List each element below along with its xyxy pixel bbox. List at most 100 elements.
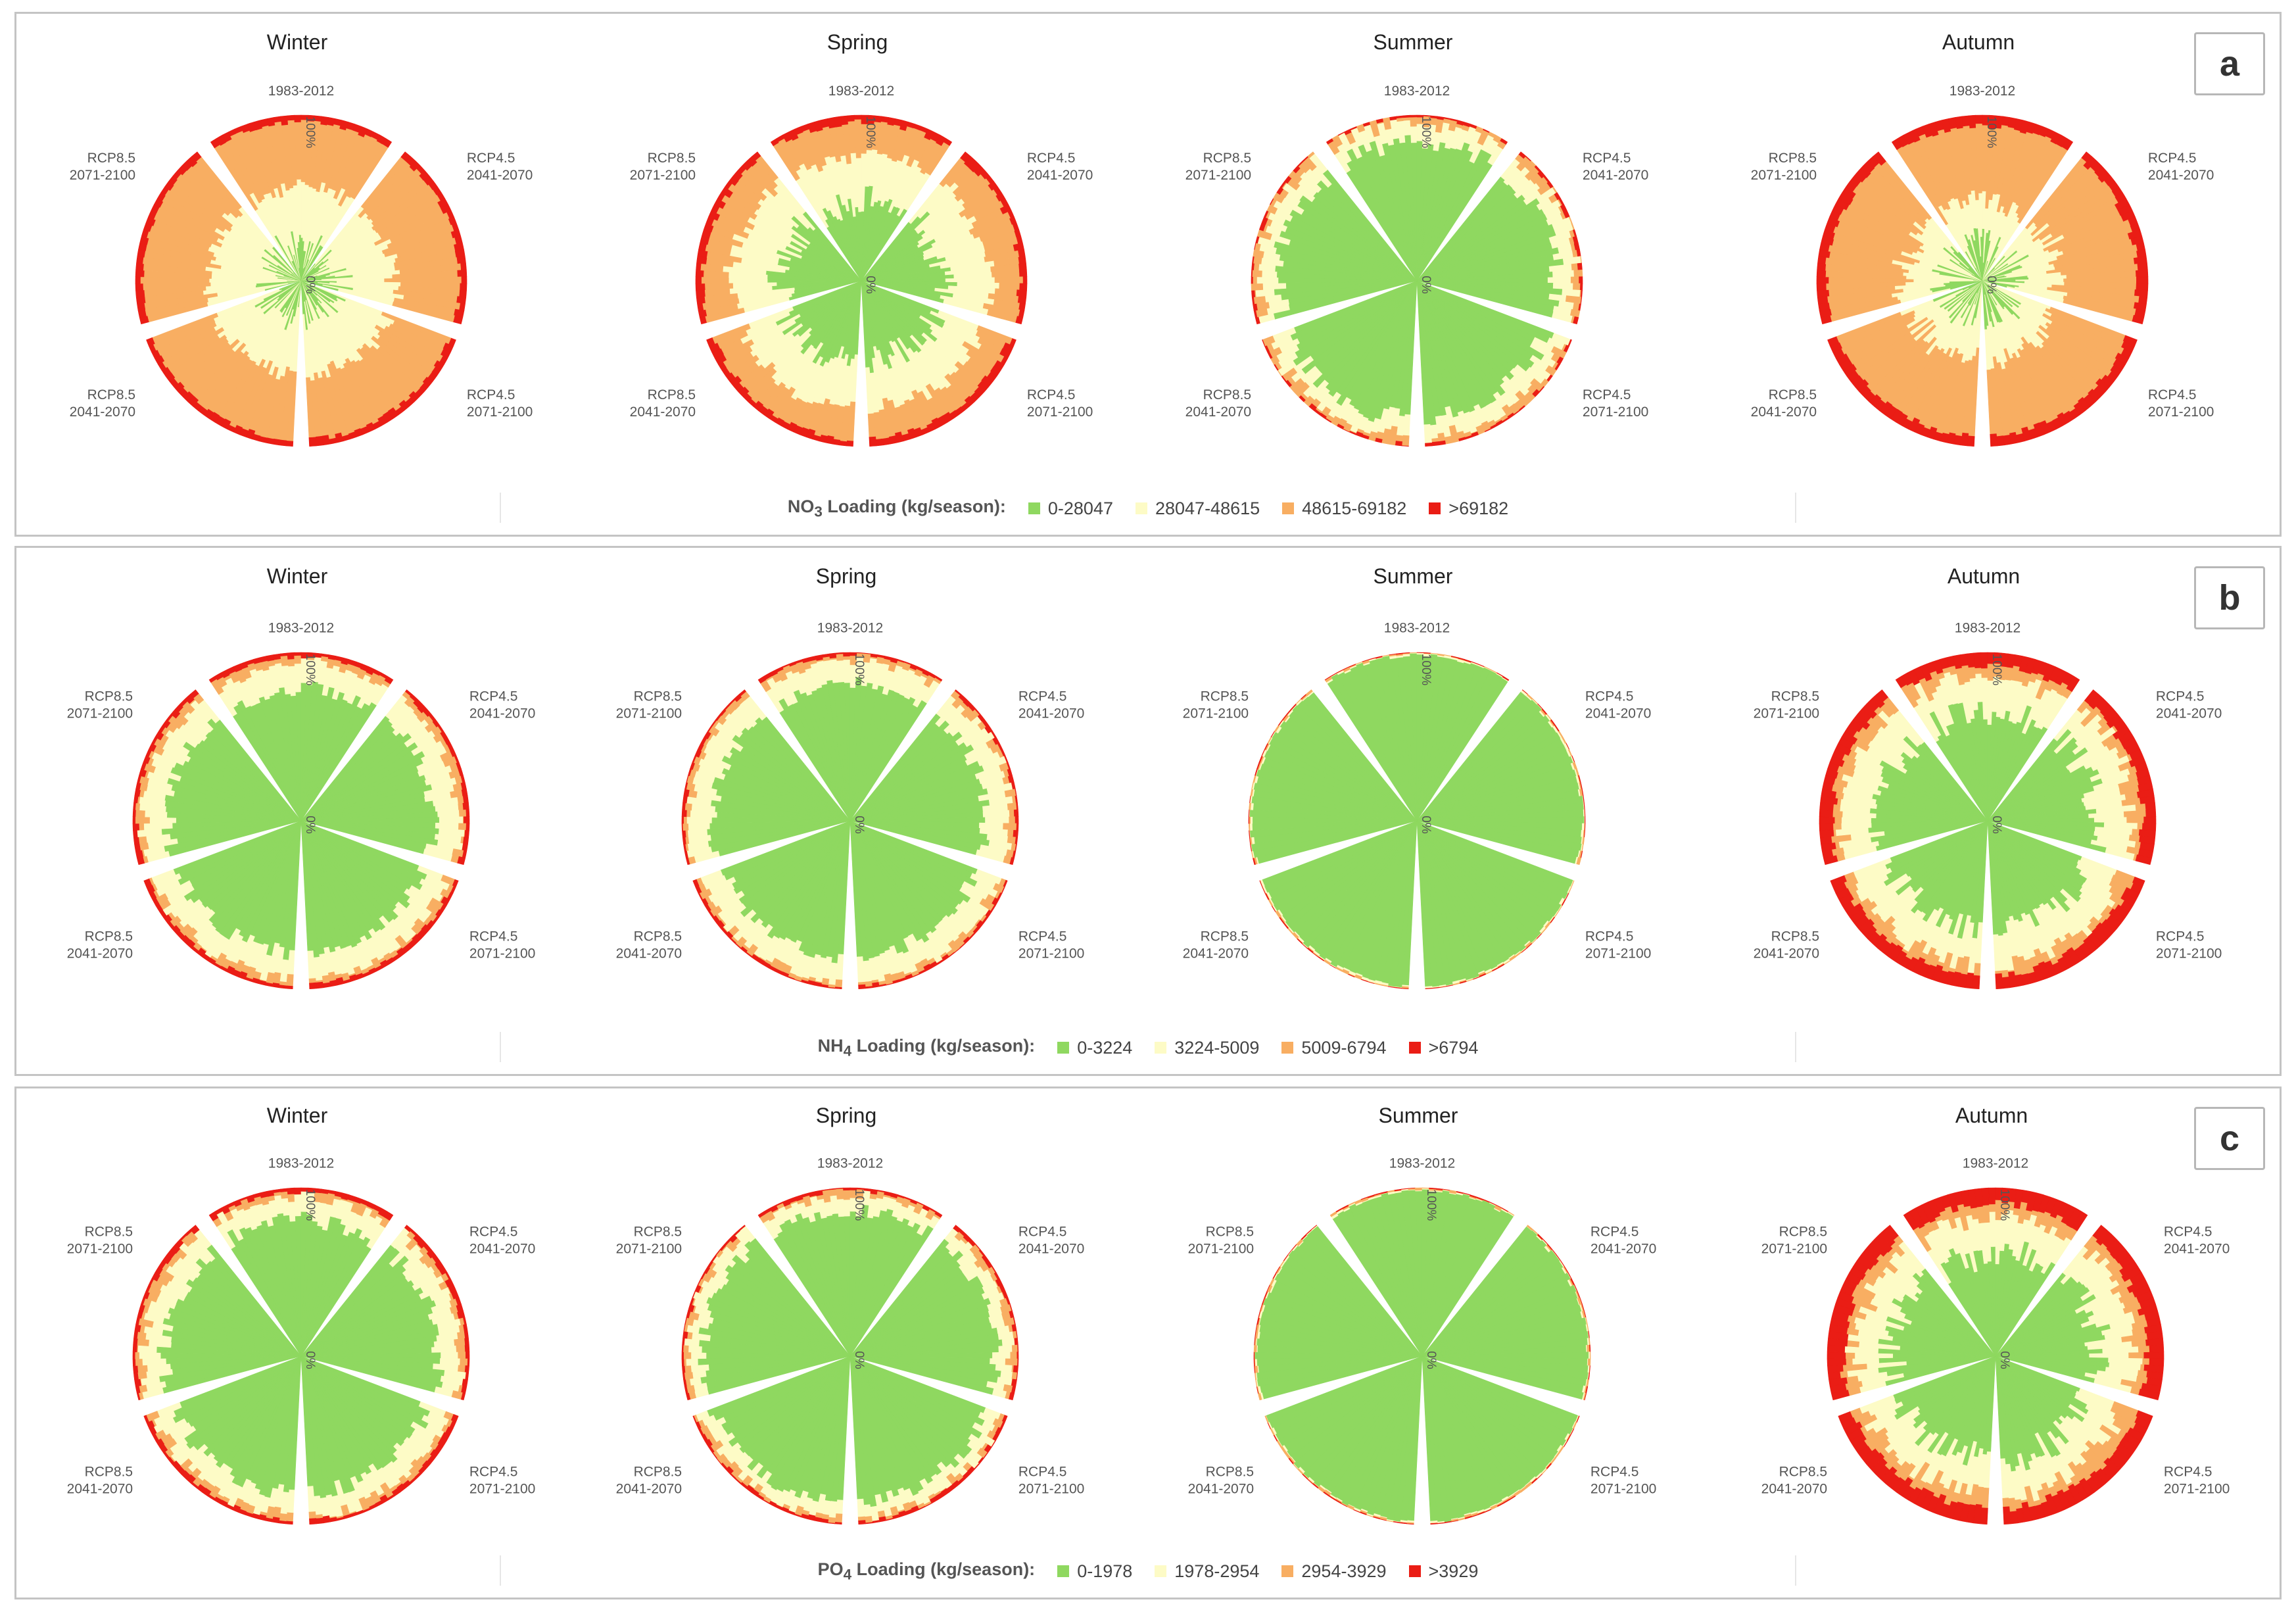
axis-label-0: 0% [303, 276, 317, 294]
bar-segment [1252, 270, 1262, 278]
bar-segment [1819, 829, 1834, 838]
bar-segment [684, 802, 692, 811]
bar-segment [1402, 114, 1411, 118]
sector-label: 2041-2070 [67, 1482, 133, 1497]
bar-segment [132, 1352, 135, 1359]
bar-segment [875, 438, 884, 447]
panel-b: Winter 1983-2012 RCP4.5 2041-2070 RCP4.5 2071… [14, 546, 2282, 1076]
bar-segment [465, 1352, 470, 1359]
bar-segment [1832, 823, 1842, 830]
bar-segment [134, 843, 141, 852]
bar-segment [457, 1331, 466, 1340]
legend-swatch [1135, 502, 1147, 514]
bar-segment [854, 114, 862, 120]
sector-label: RCP8.5 [1201, 689, 1249, 704]
sector-label: RCP8.5 [1769, 387, 1817, 402]
bar-segment [280, 652, 288, 657]
bar-segment [1968, 114, 1976, 129]
bar-segment [815, 654, 824, 661]
bar-segment [847, 114, 855, 122]
bar-segment [287, 114, 295, 121]
bar-segment [464, 1338, 469, 1346]
bar-segment [135, 283, 144, 291]
sector-label: RCP4.5 [1027, 151, 1076, 166]
bar-segment [1410, 116, 1418, 127]
bar-segment [843, 652, 851, 657]
bar-segment [1431, 441, 1439, 447]
bar-segment [1416, 652, 1424, 654]
bar-segment [871, 982, 880, 988]
bar-segment [1577, 262, 1583, 271]
sector-label: 2071-2100 [467, 404, 533, 420]
sector-label: RCP8.5 [1203, 387, 1252, 402]
divider [500, 1032, 501, 1062]
chart-title: Autumn [1948, 564, 2020, 588]
bar-segment [2093, 817, 2128, 823]
bar-segment [189, 1225, 200, 1234]
bar-segment [1259, 880, 1263, 888]
divider [1795, 1032, 1796, 1062]
bar-segment [287, 652, 295, 660]
bar-segment [133, 837, 140, 845]
bar-segment [843, 1187, 851, 1191]
bar-segment [322, 1515, 331, 1524]
sector-label: 2071-2100 [2156, 946, 2222, 962]
bar-segment [322, 982, 331, 988]
bar-segment [1967, 435, 1975, 447]
axis-label-100: 100% [303, 654, 317, 686]
chart-title: Winter [267, 564, 328, 588]
bar-segment [1547, 276, 1571, 284]
bar-segment [1980, 652, 1988, 669]
bar-segment [465, 1372, 469, 1380]
axis-label-0: 0% [1984, 276, 1998, 294]
bar-segment [1841, 817, 1871, 823]
bar-segment [322, 975, 330, 984]
bar-segment [135, 809, 145, 817]
sector-label: RCP4.5 [1583, 387, 1631, 402]
bar-segment [1251, 262, 1255, 270]
bar-segment [287, 658, 295, 667]
bar-segment [1253, 262, 1260, 271]
bar-segment [1017, 296, 1027, 305]
bar-segment [458, 809, 467, 817]
sector-label: RCP8.5 [85, 1224, 133, 1239]
legend-item: 0-28047 [1028, 499, 1113, 519]
bar-segment [280, 1188, 288, 1192]
legend-item: 0-3224 [1057, 1038, 1132, 1058]
bar-segment [191, 151, 202, 162]
bar-segment [1250, 816, 1253, 824]
bar-segment [1819, 823, 1834, 831]
legend-swatch [1282, 502, 1295, 514]
chart-title: Winter [267, 1104, 328, 1127]
bar-segment [1016, 289, 1027, 298]
bar-segment [1251, 289, 1256, 298]
bar-segment [1018, 303, 1026, 311]
bar-segment [1003, 823, 1017, 831]
bar-segment [682, 802, 686, 810]
sector-label: 2071-2100 [1585, 946, 1651, 962]
bar-segment [1410, 114, 1418, 118]
legend-item: 48615-69182 [1282, 499, 1406, 519]
sector-label: RCP4.5 [2148, 151, 2197, 166]
bar-segment [134, 1352, 139, 1359]
bar-segment [135, 276, 141, 284]
sector-label: RCP8.5 [648, 151, 696, 166]
axis-label-0: 0% [852, 816, 866, 834]
bar-segment [458, 803, 464, 811]
bar-segment [462, 802, 469, 810]
bar-segment [135, 850, 143, 858]
bar-segment [843, 1190, 851, 1200]
bar-segment [1552, 270, 1575, 278]
bar-segment [1570, 276, 1579, 284]
bar-segment [697, 303, 704, 311]
bar-segment [1444, 435, 1453, 445]
bar-segment [2138, 296, 2148, 305]
bar-segment [695, 283, 706, 291]
sector-label: 2071-2100 [1751, 168, 1817, 183]
bar-segment [935, 675, 943, 682]
bar-segment [138, 823, 145, 831]
bar-segment [458, 1352, 466, 1359]
bar-segment [2132, 314, 2145, 325]
bar-segment [1873, 151, 1886, 166]
bar-segment [1395, 435, 1403, 442]
